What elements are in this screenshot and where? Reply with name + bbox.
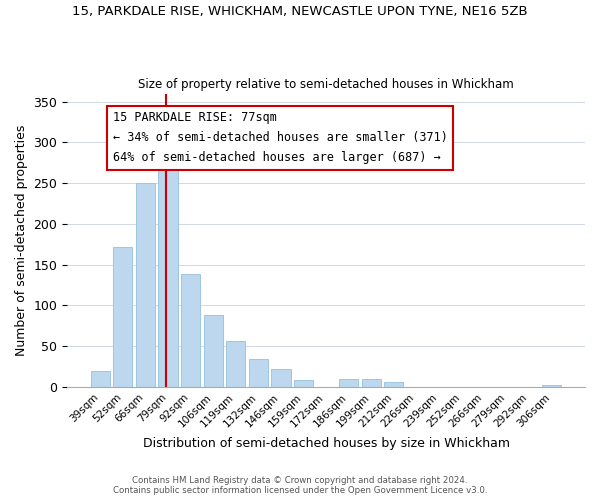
Y-axis label: Number of semi-detached properties: Number of semi-detached properties [15, 124, 28, 356]
Text: 15, PARKDALE RISE, WHICKHAM, NEWCASTLE UPON TYNE, NE16 5ZB: 15, PARKDALE RISE, WHICKHAM, NEWCASTLE U… [72, 5, 528, 18]
Bar [542, 386, 562, 387]
Text: 15 PARKDALE RISE: 77sqm
← 34% of semi-detached houses are smaller (371)
64% of s: 15 PARKDALE RISE: 77sqm ← 34% of semi-de… [113, 112, 448, 164]
Bar [384, 382, 403, 387]
Bar [294, 380, 313, 387]
Bar [226, 342, 245, 387]
Bar [362, 379, 381, 387]
Bar [203, 315, 223, 387]
Bar [158, 160, 178, 387]
Bar [91, 370, 110, 387]
X-axis label: Distribution of semi-detached houses by size in Whickham: Distribution of semi-detached houses by … [143, 437, 509, 450]
Bar [113, 247, 133, 387]
Text: Contains HM Land Registry data © Crown copyright and database right 2024.
Contai: Contains HM Land Registry data © Crown c… [113, 476, 487, 495]
Bar [136, 183, 155, 387]
Bar [339, 379, 358, 387]
Bar [249, 359, 268, 387]
Title: Size of property relative to semi-detached houses in Whickham: Size of property relative to semi-detach… [138, 78, 514, 91]
Bar [181, 274, 200, 387]
Bar [271, 369, 290, 387]
